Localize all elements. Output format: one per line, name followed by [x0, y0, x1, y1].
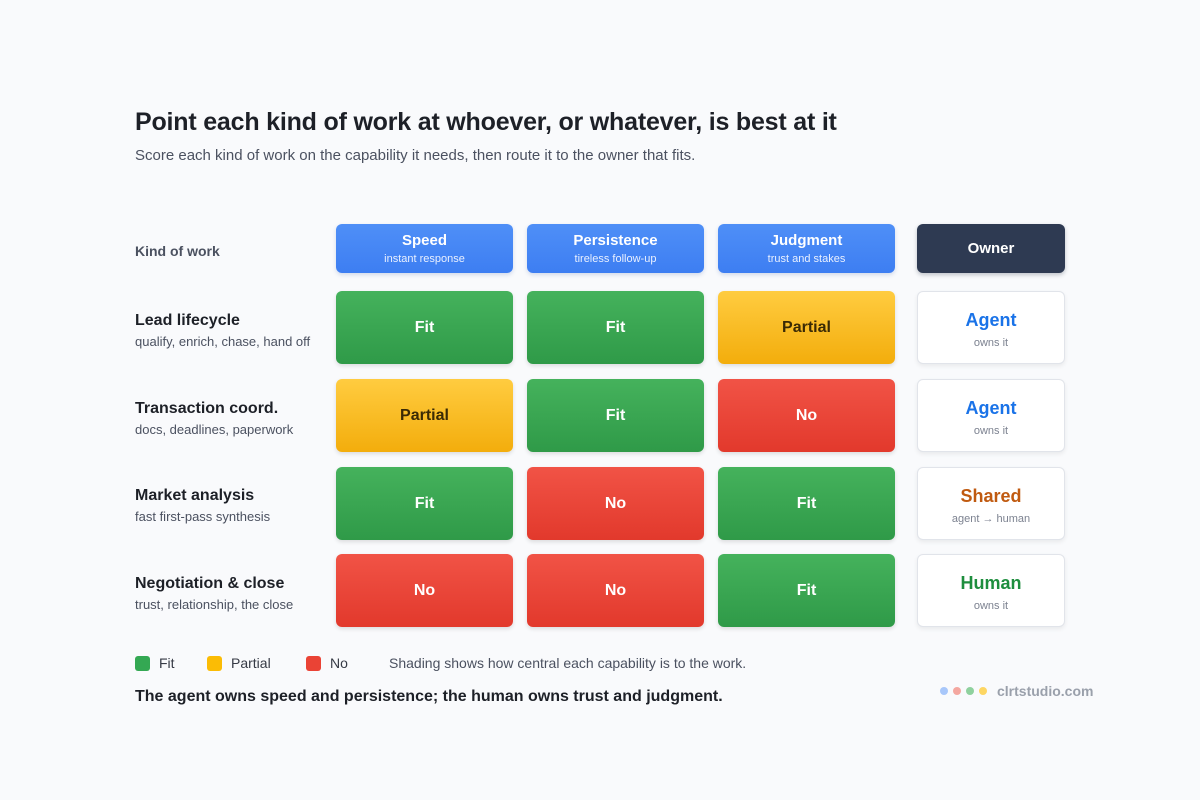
- matrix-cell: Fit: [336, 467, 513, 540]
- matrix-cell: Fit: [527, 379, 704, 452]
- brand-dot: [979, 687, 987, 695]
- row-label-sub: docs, deadlines, paperwork: [135, 422, 294, 437]
- legend-swatch-no: [306, 655, 321, 671]
- legend-label-no: No: [330, 655, 348, 671]
- matrix-cell: Fit: [336, 291, 513, 364]
- owner-name: Agent: [965, 310, 1017, 330]
- row-label-name: Market analysis: [135, 487, 255, 504]
- corner-label: Kind of work: [135, 243, 220, 259]
- legend-note: Shading shows how central each capabilit…: [389, 655, 747, 671]
- matrix-cell: Fit: [718, 467, 895, 540]
- row-label-name: Transaction coord.: [135, 400, 279, 417]
- row-label-name: Negotiation & close: [135, 575, 285, 592]
- legend-label-partial: Partial: [231, 655, 271, 671]
- brand-dot: [940, 687, 948, 695]
- column-header-speed: Speed instant response: [336, 224, 513, 273]
- brand-name: clrtstudio.com: [997, 683, 1094, 699]
- legend-swatch-partial: [207, 655, 222, 671]
- column-header-persistence: Persistence tireless follow-up: [527, 224, 704, 273]
- owner-sub: agent → human: [951, 513, 1031, 525]
- legend-item-no: No: [306, 655, 348, 671]
- matrix-cell: No: [718, 379, 895, 452]
- row-label-sub: qualify, enrich, chase, hand off: [135, 334, 311, 349]
- owner-sub: owns it: [973, 425, 1009, 437]
- owner-cell: Human owns it: [917, 554, 1065, 627]
- brand-dot: [953, 687, 961, 695]
- legend-item-fit: Fit: [135, 655, 175, 671]
- brand-dot: [966, 687, 974, 695]
- owner-cell: Agent owns it: [917, 379, 1065, 452]
- row-label: Transaction coord. docs, deadlines, paper…: [135, 399, 293, 438]
- matrix-cell: Partial: [718, 291, 895, 364]
- row-label: Market analysis fast first-pass synthesis: [135, 486, 270, 525]
- owner-name: Human: [960, 573, 1022, 593]
- row-label-name: Lead lifecycle: [135, 312, 240, 329]
- owner-name: Shared: [960, 486, 1022, 506]
- column-header-name: Speed: [401, 232, 447, 249]
- row-label: Negotiation & close trust, relationship, …: [135, 574, 293, 613]
- owner-cell: Shared agent → human: [917, 467, 1065, 540]
- matrix-cell: Fit: [527, 291, 704, 364]
- legend-swatch-fit: [135, 655, 150, 671]
- matrix-cell: No: [527, 467, 704, 540]
- column-header-name: Judgment: [770, 232, 843, 249]
- brand-logo: clrtstudio.com: [940, 683, 1093, 699]
- column-header-owner: Owner: [917, 224, 1065, 273]
- owner-name: Agent: [965, 398, 1017, 418]
- page-title: Point each kind of work at whoever, or w…: [135, 108, 837, 136]
- column-header-judgment: Judgment trust and stakes: [718, 224, 895, 273]
- matrix-cell: Partial: [336, 379, 513, 452]
- column-header-sub: trust and stakes: [767, 253, 846, 265]
- column-header-name: Persistence: [573, 232, 658, 249]
- owner-sub: owns it: [973, 600, 1009, 612]
- row-label-sub: trust, relationship, the close: [135, 597, 294, 612]
- legend-label-fit: Fit: [159, 655, 175, 671]
- owner-sub: owns it: [973, 337, 1009, 349]
- page-subtitle: Score each kind of work on the capabilit…: [135, 147, 696, 164]
- column-header-sub: tireless follow-up: [574, 253, 657, 265]
- row-label: Lead lifecycle qualify, enrich, chase, ha…: [135, 311, 310, 350]
- takeaway: The agent owns speed and persistence; th…: [135, 688, 723, 705]
- matrix-cell: Fit: [718, 554, 895, 627]
- matrix-cell: No: [336, 554, 513, 627]
- row-label-sub: fast first-pass synthesis: [135, 509, 271, 524]
- legend-item-partial: Partial: [207, 655, 271, 671]
- column-header-sub: instant response: [384, 253, 465, 265]
- owner-cell: Agent owns it: [917, 291, 1065, 364]
- matrix-cell: No: [527, 554, 704, 627]
